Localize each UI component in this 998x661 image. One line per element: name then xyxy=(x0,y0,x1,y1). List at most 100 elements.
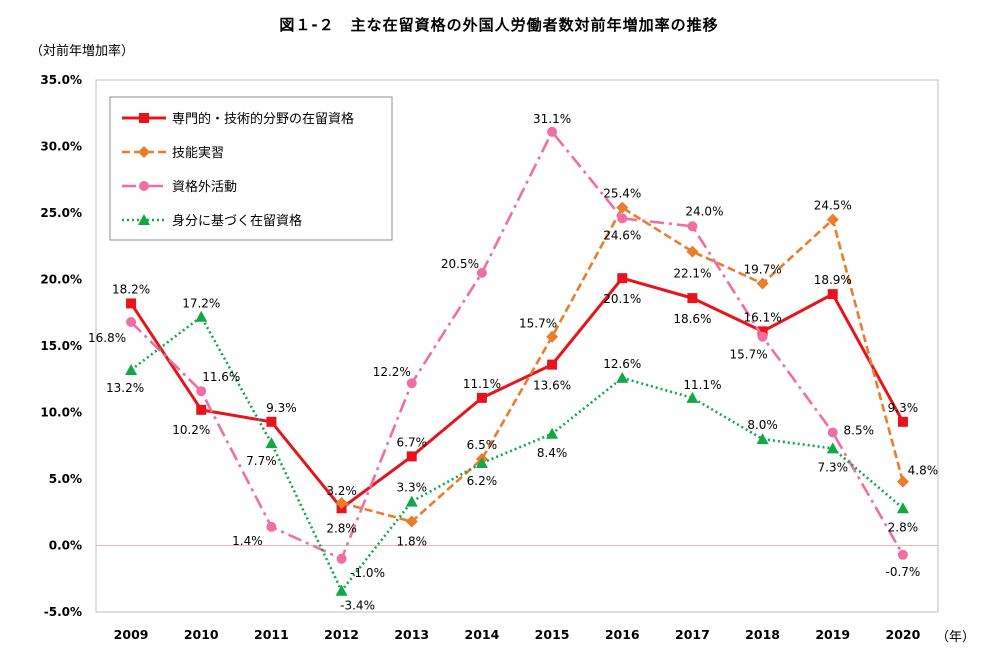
x-tick-label: 2014 xyxy=(465,627,500,642)
data-point xyxy=(686,391,699,403)
data-point xyxy=(756,433,769,445)
y-tick-label: -5.0% xyxy=(44,605,82,619)
data-point xyxy=(686,245,699,258)
data-label: -1.0% xyxy=(350,566,385,580)
data-point xyxy=(826,442,839,454)
data-label: 8.0% xyxy=(747,418,778,432)
data-label: 1.8% xyxy=(397,535,428,549)
x-axis-unit: （年） xyxy=(936,630,976,645)
data-label: 12.6% xyxy=(603,357,641,371)
data-point xyxy=(896,502,909,514)
data-labels-layer: 18.2% 10.2% 9.3% 2.8% 6.7% 11.1% 13.6% 20.1% 18.… xyxy=(88,112,938,613)
x-tick-label: 2017 xyxy=(675,627,710,642)
data-label: 9.3% xyxy=(266,401,297,415)
data-label: -3.4% xyxy=(340,599,375,613)
data-label: 6.7% xyxy=(397,435,428,449)
legend-marker xyxy=(139,181,149,191)
data-label: 19.7% xyxy=(744,262,782,276)
data-point xyxy=(405,495,418,507)
data-label: 13.2% xyxy=(106,381,144,395)
data-point xyxy=(757,326,768,337)
legend-marker xyxy=(138,214,150,225)
legend-label: 技能実習 xyxy=(172,145,224,161)
legend-marker xyxy=(138,146,150,158)
y-tick-label: 30.0% xyxy=(40,140,82,154)
data-label: 13.6% xyxy=(533,379,571,393)
x-tick-label: 2009 xyxy=(114,627,149,642)
data-point xyxy=(195,310,208,322)
data-label: 24.5% xyxy=(814,199,852,213)
data-label: 20.5% xyxy=(441,257,479,271)
data-point xyxy=(616,201,629,214)
data-point xyxy=(126,298,137,309)
data-point xyxy=(196,386,207,397)
y-tick-label: 25.0% xyxy=(40,206,82,220)
data-label: 25.4% xyxy=(603,187,641,201)
data-point xyxy=(827,289,838,300)
x-tick-label: 2016 xyxy=(605,627,640,642)
data-label: 10.2% xyxy=(172,423,210,437)
data-point xyxy=(687,221,698,232)
y-axis-unit: （対前年増加率） xyxy=(30,44,135,59)
y-tick-label: 20.0% xyxy=(40,273,82,287)
x-tick-label: 2010 xyxy=(184,627,219,642)
data-point xyxy=(546,330,559,343)
x-tick-label: 2012 xyxy=(324,627,359,642)
legend-item: 技能実習 xyxy=(122,145,224,161)
y-tick-label: 5.0% xyxy=(49,472,82,486)
chart-title: 図１-２ 主な在留資格の外国人労働者数対前年増加率の推移 xyxy=(279,16,719,34)
data-point xyxy=(125,363,138,375)
plot-area-frame xyxy=(95,79,939,613)
data-point xyxy=(265,437,278,449)
data-label: 15.7% xyxy=(519,317,557,331)
data-point xyxy=(406,451,417,462)
data-label: 16.1% xyxy=(744,310,782,324)
data-point xyxy=(546,427,559,439)
data-point xyxy=(617,213,628,224)
data-point xyxy=(547,126,558,137)
data-label: 20.1% xyxy=(603,292,641,306)
data-label: 6.5% xyxy=(467,438,498,452)
data-label: 2.8% xyxy=(888,520,919,534)
data-label: 6.2% xyxy=(467,474,498,488)
legend-item: 専門的・技術的分野の在留資格 xyxy=(122,111,354,127)
data-point xyxy=(757,331,768,342)
data-point xyxy=(405,515,418,528)
series-line xyxy=(130,130,905,561)
series-line xyxy=(129,276,905,510)
legend-label: 専門的・技術的分野の在留資格 xyxy=(172,111,354,127)
data-point xyxy=(476,267,487,278)
data-label: 3.2% xyxy=(326,484,357,498)
data-label: 8.5% xyxy=(844,423,875,437)
data-label: 15.7% xyxy=(730,348,768,362)
data-label: 18.2% xyxy=(112,282,150,296)
data-point xyxy=(897,549,908,560)
data-point xyxy=(756,277,769,290)
series-1 xyxy=(335,201,909,528)
data-point xyxy=(897,416,908,427)
data-point xyxy=(336,553,347,564)
data-point xyxy=(827,427,838,438)
y-axis-ticks: -5.0% 0.0% 5.0% 10.0% 15.0% 20.0% 25.0% 30.0% 35… xyxy=(40,73,82,619)
x-tick-label: 2011 xyxy=(254,627,289,642)
legend-box xyxy=(109,96,393,241)
data-label: 11.6% xyxy=(202,370,240,384)
series-line xyxy=(341,206,905,523)
data-point xyxy=(196,404,207,415)
y-tick-label: 35.0% xyxy=(40,73,82,87)
data-label: 18.6% xyxy=(673,312,711,326)
series-2 xyxy=(126,126,908,564)
data-label: 2.8% xyxy=(326,521,357,535)
data-label: -0.7% xyxy=(886,565,921,579)
data-point xyxy=(475,457,488,469)
data-point xyxy=(896,475,909,488)
y-tick-label: 10.0% xyxy=(40,406,82,420)
data-point xyxy=(406,378,417,389)
data-point xyxy=(126,317,137,328)
data-label: 18.9% xyxy=(814,273,852,287)
series-line xyxy=(130,315,904,593)
data-point xyxy=(616,371,629,383)
data-label: 9.3% xyxy=(888,401,919,415)
data-label: 8.4% xyxy=(537,446,568,460)
data-label: 24.0% xyxy=(685,204,723,218)
